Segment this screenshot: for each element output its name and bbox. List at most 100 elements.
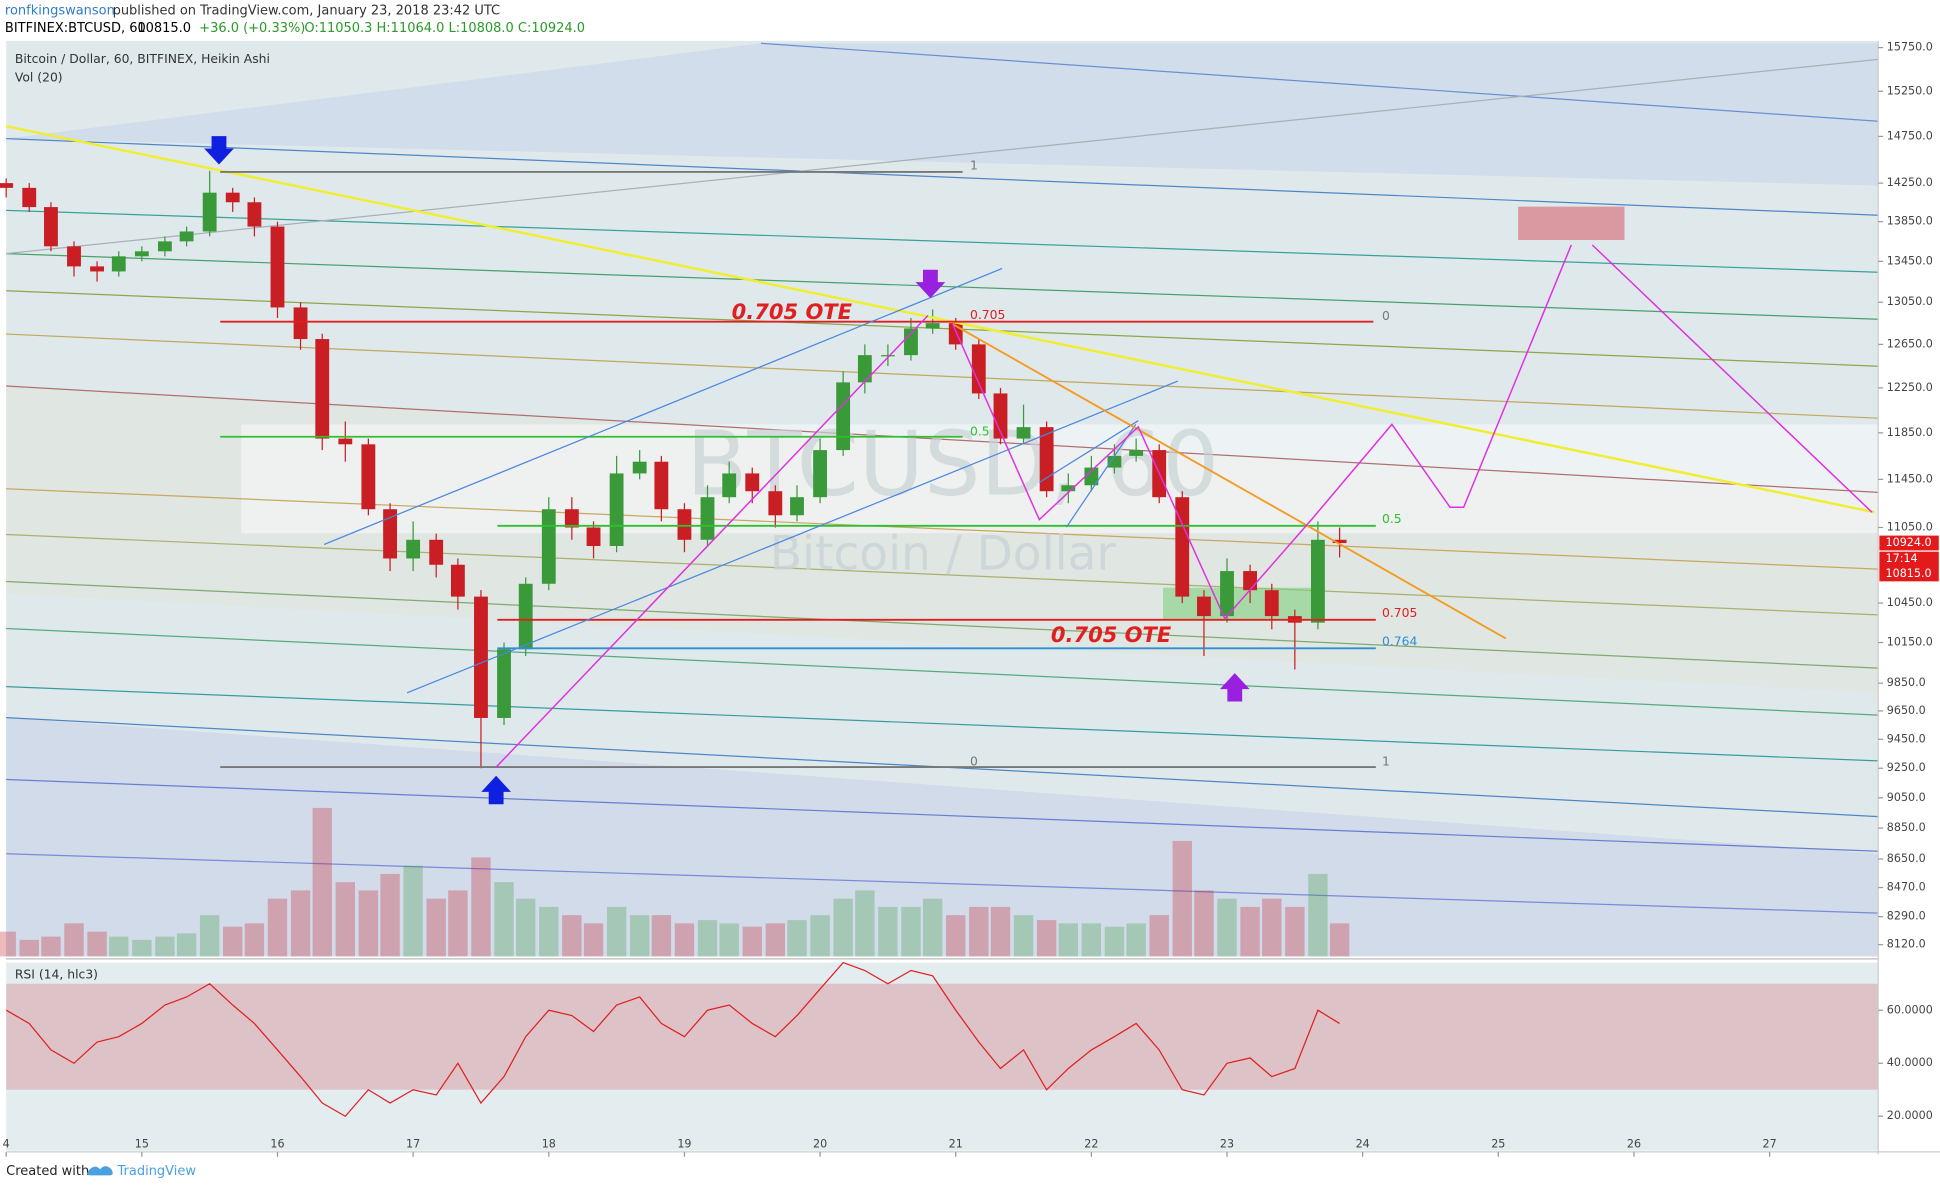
candle-body: [67, 246, 81, 267]
candle-body: [134, 251, 149, 257]
candle-body: [361, 444, 376, 510]
volume-bar: [765, 923, 785, 957]
candle-body: [722, 473, 737, 498]
background-drawings: BTCUSD, 60 Bitcoin / Dollar: [6, 42, 1879, 914]
fib-label: 0: [970, 755, 978, 769]
candle-body: [474, 596, 488, 718]
volume-bar: [1329, 923, 1350, 957]
candle-body: [44, 207, 58, 247]
y-tick-label: 20.0000: [1887, 1109, 1933, 1122]
rsi-band: [6, 983, 1879, 1090]
change: +36.0 (+0.33%): [199, 21, 305, 36]
channel-line: [323, 267, 1003, 545]
brand[interactable]: TradingView: [117, 1164, 197, 1179]
y-tick-label: 8850.0: [1887, 821, 1926, 834]
volume-bar: [833, 898, 853, 957]
y-tick-label: 8120.0: [1887, 938, 1926, 951]
fib-label: 0.705: [1382, 606, 1417, 620]
volume-bar: [697, 920, 718, 957]
volume-bar: [1104, 926, 1125, 957]
annotation: 0.705 OTE: [732, 299, 853, 324]
x-tick-label: 22: [1084, 1137, 1098, 1150]
countdown: 17:14: [1886, 552, 1918, 565]
volume-bar: [1081, 923, 1102, 957]
candles: [0, 170, 1347, 769]
x-tick-label: 19: [677, 1137, 691, 1150]
volume-bar: [109, 936, 129, 957]
price-tag: [1879, 535, 1939, 551]
volume-bar: [448, 890, 468, 957]
volume-bar: [1058, 923, 1079, 957]
channel-line: [6, 686, 1879, 762]
volume-bar: [494, 882, 514, 957]
candle-body: [586, 527, 601, 546]
volume-bar: [244, 923, 265, 957]
y-tick-label: 11450.0: [1887, 472, 1933, 485]
volume-bar: [1036, 920, 1057, 957]
logo: [87, 1166, 113, 1176]
x-tick-label: 15: [135, 1137, 149, 1150]
projection: [495, 314, 929, 768]
candle-body: [1129, 450, 1144, 456]
candle-body: [700, 497, 715, 540]
trend-line: [952, 323, 1507, 640]
volume-bar: [901, 906, 921, 957]
volume-bar: [990, 906, 1011, 957]
candle-body: [111, 256, 126, 272]
channel-line: [6, 853, 1879, 914]
candle-body: [632, 461, 647, 474]
volume-bar: [1126, 923, 1146, 957]
volume-bar: [19, 939, 39, 957]
rsi-line: [5, 961, 1340, 1118]
channel-line: [6, 253, 1879, 320]
candle-body: [338, 438, 353, 445]
y-tick-label: 15250.0: [1887, 84, 1933, 97]
x-tick-label: 18: [542, 1137, 556, 1150]
channel-line: [6, 580, 1879, 669]
footer-text: Created with: [6, 1164, 89, 1179]
volume-bar: [1194, 890, 1214, 957]
rsi-label: RSI (14, hlc3): [15, 967, 98, 981]
channel-line: [6, 137, 1879, 216]
candle-body: [790, 497, 804, 516]
channel-band: [6, 43, 1879, 186]
candle-body: [0, 183, 14, 188]
volume-bar: [426, 898, 446, 957]
x-tick-label: 26: [1627, 1137, 1641, 1150]
channel-line: [6, 533, 1879, 616]
y-tick-label: 13050.0: [1887, 295, 1933, 308]
x-tick-label: 23: [1220, 1137, 1234, 1150]
volume-bar: [606, 906, 627, 957]
countdown-tag: [1879, 551, 1939, 567]
volume-bar: [922, 898, 943, 957]
candle-body: [315, 339, 330, 439]
volume-bar: [855, 890, 875, 957]
channel-line: [6, 290, 1879, 367]
volume-bar: [64, 923, 84, 957]
candle-body: [857, 355, 872, 383]
volume-bar: [539, 906, 559, 957]
fib-label: 0: [1382, 309, 1390, 323]
chart-title: Bitcoin / Dollar, 60, BITFINEX, Heikin A…: [15, 52, 270, 66]
volume-bar: [946, 915, 966, 957]
y-tick-label: 8290.0: [1887, 910, 1926, 923]
volume-bar: [629, 915, 650, 957]
y-tick-label: 9450.0: [1887, 732, 1926, 745]
author: ronfkingswanson: [5, 4, 115, 19]
x-tick-label: 16: [270, 1137, 284, 1150]
target-box: [1518, 206, 1625, 241]
watermark-box: [241, 424, 1879, 534]
volume-bar: [87, 931, 107, 957]
y-tick-label: 11850.0: [1887, 426, 1933, 439]
fib-label: 0.705: [970, 308, 1005, 322]
y-tick-label: 9250.0: [1887, 761, 1926, 774]
x-tick-label: 25: [1491, 1137, 1505, 1150]
volume-bar: [651, 915, 672, 957]
channel-line: [6, 778, 1879, 852]
projection: [1591, 244, 1873, 513]
volume-bar: [1240, 906, 1260, 957]
volume-bar: [516, 898, 536, 957]
x-tick-label: 21: [949, 1137, 963, 1150]
